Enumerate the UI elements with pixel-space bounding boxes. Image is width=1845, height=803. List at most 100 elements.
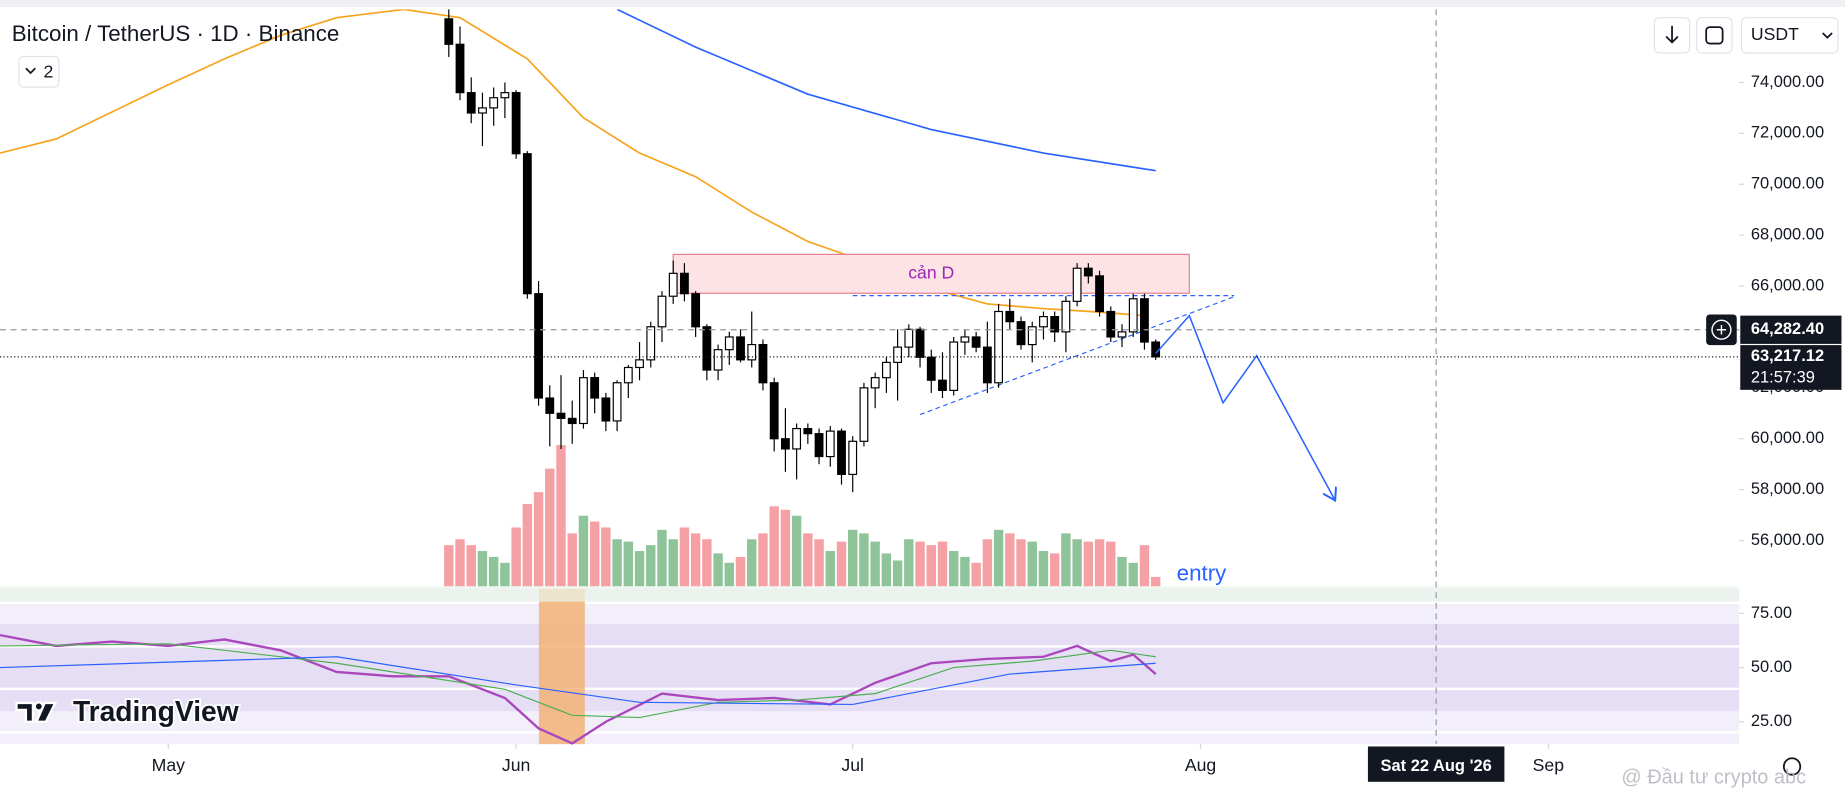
watermark: @ Đầu tư crypto abc <box>1621 767 1806 789</box>
volume-bar <box>567 533 577 587</box>
candle-body <box>612 382 622 422</box>
tradingview-logo: TradingView <box>15 693 241 729</box>
oversold-highlight <box>538 588 585 745</box>
volume-bar <box>960 556 970 587</box>
volume-bar <box>444 545 454 587</box>
volume-bar <box>926 545 936 587</box>
volume-bar <box>713 553 723 587</box>
volume-bar <box>1016 539 1026 587</box>
candle-body <box>668 272 678 297</box>
volume-bar <box>1083 541 1094 587</box>
candle-body <box>1128 298 1138 333</box>
candle-body <box>1061 300 1071 333</box>
candle-body <box>691 293 701 328</box>
candle-body <box>938 379 947 391</box>
volume-bar <box>522 503 533 587</box>
candle-body <box>579 377 588 425</box>
volume-bar <box>1005 533 1015 587</box>
volume-bar <box>881 553 892 587</box>
candle-body <box>769 382 779 440</box>
candle-body <box>623 366 633 384</box>
candle-body <box>534 293 543 399</box>
candle-body <box>971 336 981 348</box>
symbol-title: Bitcoin / TetherUS · 1D · Binance <box>12 21 340 46</box>
volume-bar <box>982 539 993 587</box>
candle-body <box>657 295 667 328</box>
volume-bar <box>646 545 656 587</box>
volume-bar <box>1139 545 1150 587</box>
rsi-line <box>0 643 1156 719</box>
volume-bar <box>1027 541 1037 587</box>
volume-bar <box>466 545 476 587</box>
volume-bar <box>825 551 835 587</box>
volume-bar <box>1128 562 1138 587</box>
y-tick-label: 72,000.00 <box>1751 124 1824 142</box>
y-tick-label: 58,000.00 <box>1751 480 1824 498</box>
volume-bar <box>848 529 858 587</box>
volume-bar <box>1094 539 1105 587</box>
collapse-button[interactable] <box>18 55 60 88</box>
candle-body <box>1050 316 1060 333</box>
volume-bar <box>511 527 521 587</box>
volume-bar <box>455 539 465 587</box>
candle-body <box>1072 267 1082 302</box>
volume-bar <box>937 541 948 587</box>
rsi-line <box>0 656 1156 706</box>
refresh-button[interactable] <box>1696 17 1733 54</box>
x-tick-label: Aug <box>1185 755 1216 775</box>
candle-body <box>736 336 745 361</box>
volume-bar <box>589 521 600 587</box>
volume-bar <box>971 562 981 587</box>
candle-body <box>1117 331 1127 338</box>
candle-body <box>1095 275 1104 313</box>
volume-bar <box>545 468 555 587</box>
candle-body <box>455 43 465 94</box>
candle-body <box>994 310 1003 384</box>
moving-average <box>616 9 1156 172</box>
currency-select[interactable] <box>1740 17 1839 54</box>
candle-body <box>489 97 499 109</box>
volume-bar <box>702 539 712 587</box>
candle-body <box>1083 267 1093 277</box>
rsi-band <box>0 624 1740 712</box>
candle-body <box>814 433 824 458</box>
rsi-stripes <box>0 601 1740 734</box>
entry-label: entry <box>1177 560 1228 585</box>
volume-bar <box>915 541 925 587</box>
volume-bar <box>1117 556 1127 587</box>
volume-bar <box>904 539 914 587</box>
x-tick-label: Sep <box>1533 755 1565 775</box>
candle-body <box>702 326 712 371</box>
volume-bar <box>1038 551 1049 587</box>
volume-bar <box>623 541 634 587</box>
y-tick-label: 70,000.00 <box>1751 175 1824 193</box>
candle-body <box>825 430 835 458</box>
currency-caret <box>1822 32 1833 39</box>
settings-icon[interactable] <box>1782 757 1802 776</box>
volume-bar <box>791 515 802 587</box>
collapse-count: 2 <box>44 62 54 82</box>
candle-body <box>758 343 768 384</box>
volume-bar <box>1106 541 1116 587</box>
candle-body <box>680 272 689 295</box>
brand-text: TradingView <box>73 695 240 727</box>
volume-bar <box>533 492 544 587</box>
volume-bar <box>769 506 779 587</box>
candle-body <box>444 18 454 45</box>
volume-bar <box>747 539 757 587</box>
volume-bar <box>724 562 735 587</box>
last-price-label: 63,217.12 <box>1751 347 1824 365</box>
volume-bar <box>814 539 824 587</box>
volume-bar <box>758 533 768 587</box>
last-price-box <box>1740 345 1842 390</box>
rsi-line <box>0 633 1157 745</box>
volume-bar <box>690 533 701 587</box>
candle-body <box>904 328 914 348</box>
crosshair-plus-sign <box>1716 325 1727 335</box>
volume-bar <box>634 551 645 587</box>
refresh-icon <box>1705 26 1724 45</box>
candle-body <box>747 343 757 361</box>
rsi-tick-label: 75.00 <box>1751 604 1792 622</box>
crosshair-price-box <box>1740 315 1842 344</box>
candle-body <box>522 153 532 295</box>
